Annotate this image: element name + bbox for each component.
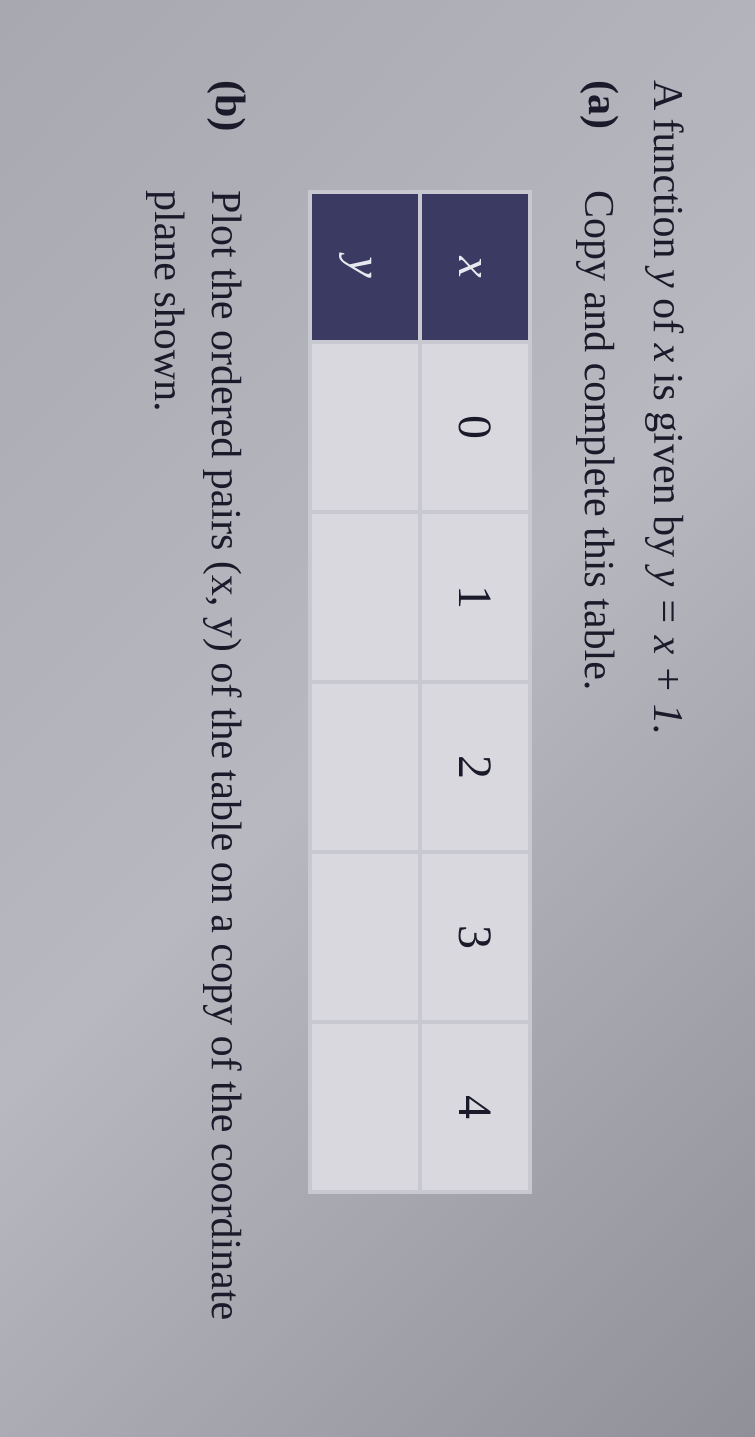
cell-y-0 — [310, 342, 420, 512]
part-b-pre: Plot the ordered pairs ( — [202, 190, 248, 575]
pair-y: y — [202, 617, 248, 638]
intro-equation: y = x + 1. — [644, 568, 690, 735]
cell-x-1: 1 — [420, 512, 530, 682]
cell-y-1 — [310, 512, 420, 682]
page-content: A function y of x is given by y = x + 1.… — [0, 0, 755, 1437]
row-header-y: y — [310, 192, 420, 342]
table-row-y: y — [310, 192, 420, 1192]
intro-prefix: A function — [644, 80, 690, 269]
part-b-text: Plot the ordered pairs (x, y) of the tab… — [139, 190, 252, 1367]
table-row-x: x 0 1 2 3 4 — [420, 192, 530, 1192]
intro-line: A function y of x is given by y = x + 1. — [638, 80, 695, 1367]
cell-x-0: 0 — [420, 342, 530, 512]
cell-y-3 — [310, 852, 420, 1022]
part-a-text: Copy and complete this table. — [570, 190, 627, 690]
cell-y-2 — [310, 682, 420, 852]
cell-x-2: 2 — [420, 682, 530, 852]
pair-x: x — [202, 575, 248, 596]
cell-x-3: 3 — [420, 852, 530, 1022]
part-b-label: (b) — [205, 80, 253, 190]
intro-given: is given by — [644, 362, 690, 567]
cell-x-4: 4 — [420, 1022, 530, 1192]
intro-var-x: x — [644, 344, 690, 363]
cell-y-4 — [310, 1022, 420, 1192]
pair-comma: , — [202, 596, 248, 617]
xy-table: x 0 1 2 3 4 y — [308, 190, 532, 1194]
part-a: (a) Copy and complete this table. — [570, 80, 627, 1367]
intro-var-y: y — [644, 269, 690, 288]
part-b: (b) Plot the ordered pairs (x, y) of the… — [139, 80, 252, 1367]
function-table: x 0 1 2 3 4 y — [308, 190, 532, 1194]
intro-of: of — [644, 288, 690, 344]
row-header-x: x — [420, 192, 530, 342]
part-a-label: (a) — [578, 80, 626, 190]
